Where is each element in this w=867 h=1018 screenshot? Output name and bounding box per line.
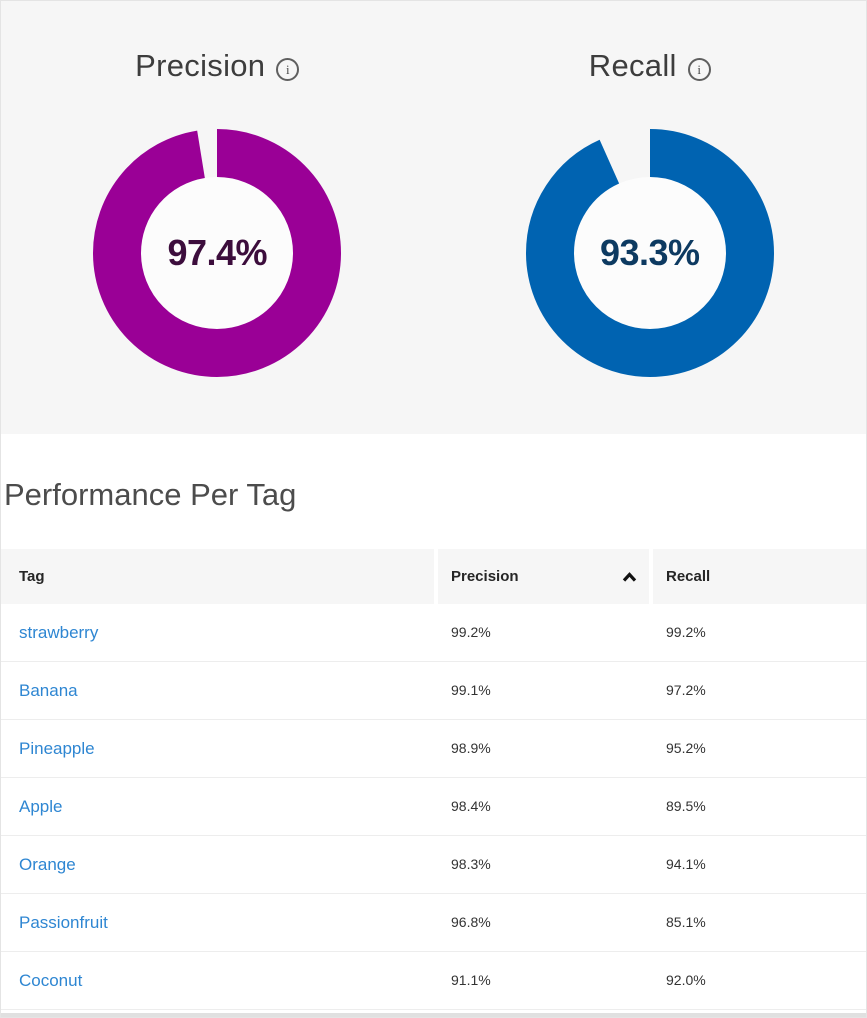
column-header-precision-label: Precision [451,568,519,585]
tag-link-passionfruit[interactable]: Passionfruit [19,912,108,932]
tag-link-banana[interactable]: Banana [19,680,78,700]
precision-title-row: Precision i [135,45,300,87]
column-header-tag[interactable]: Tag [1,549,434,604]
recall-value: 95.2% [666,739,706,756]
precision-value: 99.1% [451,681,491,698]
recall-donut-chart: 93.3% [525,129,774,377]
recall-value: 99.2% [666,623,706,640]
precision-value-label: 97.4% [167,232,268,273]
recall-value: 97.2% [666,681,706,698]
info-icon[interactable]: i [276,57,300,81]
precision-value: 96.8% [451,913,491,930]
tag-link-apple[interactable]: Apple [19,796,63,816]
precision-donut-svg [93,129,342,377]
tag-link-orange[interactable]: Orange [19,854,76,874]
precision-value: 98.4% [451,797,491,814]
sort-ascending-icon [622,571,637,582]
info-icon-glyph: i [286,61,290,77]
table-row: Passionfruit 96.8% 85.1% [1,894,866,952]
recall-value: 92.0% [666,971,706,988]
table-row: Coconut 91.1% 92.0% [1,952,866,1010]
page-title: Performance Per Tag [4,477,297,512]
recall-value: 94.1% [666,855,706,872]
tag-link-coconut[interactable]: Coconut [19,970,83,990]
recall-title-row: Recall i [589,45,711,87]
info-icon[interactable]: i [687,57,711,81]
precision-metric-block: Precision i 97.4% [1,1,434,434]
table-row: Banana 99.1% 97.2% [1,662,866,720]
recall-metric-block: Recall i 93.3% [434,1,867,434]
table-row: Pineapple 98.9% 95.2% [1,720,866,778]
tag-link-pineapple[interactable]: Pineapple [19,738,95,758]
precision-value: 98.3% [451,855,491,872]
table-row: Apple 98.4% 89.5% [1,778,866,836]
precision-title: Precision [135,48,266,83]
tag-link-strawberry[interactable]: strawberry [19,622,99,642]
column-header-precision[interactable]: Precision [438,549,649,604]
performance-table: Tag Precision Recall strawberry 99.2% 99… [1,549,866,1010]
info-icon-glyph: i [697,61,702,77]
bottom-divider [1,1013,866,1017]
table-row: Orange 98.3% 94.1% [1,836,866,894]
recall-value-label: 93.3% [599,232,700,273]
column-header-recall[interactable]: Recall [653,549,866,604]
recall-donut-svg [525,129,774,377]
metrics-section: Precision i 97.4% Recall i [1,1,866,434]
table-header-row: Tag Precision Recall [1,549,866,604]
precision-value: 99.2% [451,623,491,640]
precision-value: 91.1% [451,971,491,988]
recall-value: 85.1% [666,913,706,930]
recall-title: Recall [588,48,677,83]
precision-value: 98.9% [451,739,491,756]
precision-donut-chart: 97.4% [93,129,342,377]
table-row: strawberry 99.2% 99.2% [1,604,866,662]
recall-value: 89.5% [666,797,706,814]
